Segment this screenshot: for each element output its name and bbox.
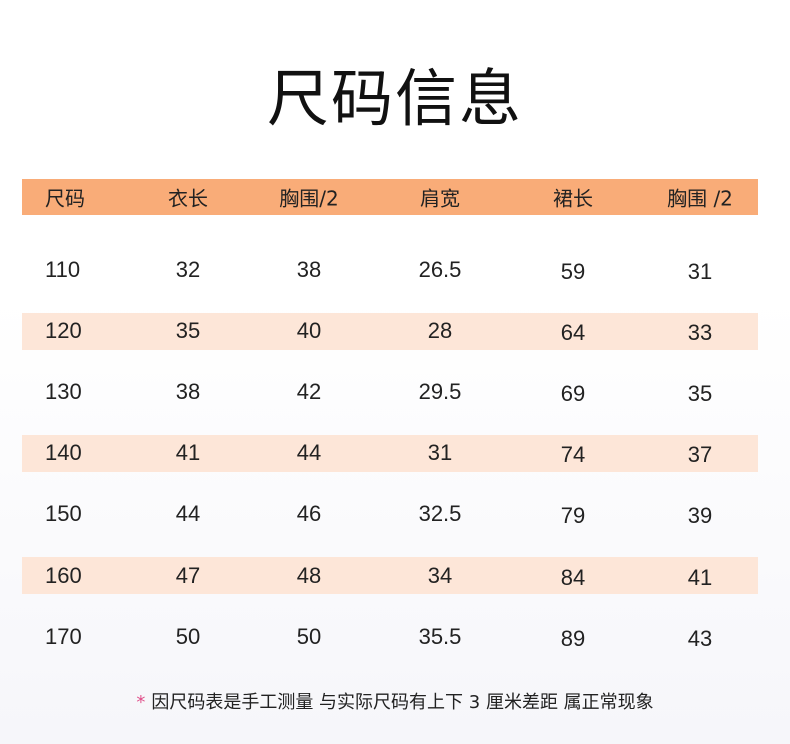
stripe-row xyxy=(22,313,758,350)
table-cell: 110 xyxy=(45,257,81,282)
table-cell: 120 xyxy=(45,318,82,343)
table-cell: 26.5 xyxy=(418,257,462,282)
table-cell: 33 xyxy=(687,320,713,345)
column-header: 胸围 /2 xyxy=(667,186,733,211)
table-cell: 150 xyxy=(45,501,82,526)
table-cell: 38 xyxy=(175,379,201,404)
column-header: 胸围/2 xyxy=(279,186,339,211)
column-header: 衣长 xyxy=(168,186,208,211)
table-cell: 69 xyxy=(560,381,586,406)
table-cell: 29.5 xyxy=(418,379,462,404)
table-cell: 41 xyxy=(687,565,713,590)
table-cell: 32 xyxy=(175,257,201,282)
table-cell: 79 xyxy=(560,503,586,528)
table-cell: 59 xyxy=(560,259,586,284)
table-cell: 130 xyxy=(45,379,82,404)
table-cell: 28 xyxy=(427,318,453,343)
table-cell: 170 xyxy=(45,624,82,649)
footnote-text: 因尺码表是手工测量 与实际尺码有上下 3 厘米差距 属正常现象 xyxy=(151,692,654,713)
table-cell: 48 xyxy=(296,563,322,588)
table-cell: 84 xyxy=(560,565,586,590)
table-cell: 38 xyxy=(296,257,322,282)
table-cell: 35 xyxy=(175,318,201,343)
table-cell: 140 xyxy=(45,440,82,465)
page-title: 尺码信息 xyxy=(266,62,523,135)
table-cell: 44 xyxy=(175,501,201,526)
table-header-band xyxy=(22,179,758,215)
footnote: * 因尺码表是手工测量 与实际尺码有上下 3 厘米差距 属正常现象 xyxy=(0,688,790,714)
table-cell: 39 xyxy=(687,503,713,528)
column-header: 肩宽 xyxy=(420,186,460,211)
table-cell: 42 xyxy=(296,379,322,404)
table-cell: 50 xyxy=(296,624,322,649)
table-cell: 44 xyxy=(296,440,322,465)
table-cell: 40 xyxy=(296,318,322,343)
column-header: 裙长 xyxy=(553,186,593,211)
table-cell: 37 xyxy=(687,442,713,467)
table-cell: 64 xyxy=(560,320,586,345)
table-cell: 31 xyxy=(687,259,713,284)
stripe-row xyxy=(22,435,758,472)
table-cell: 74 xyxy=(560,442,586,467)
table-cell: 34 xyxy=(427,563,453,588)
table-cell: 31 xyxy=(427,440,453,465)
table-cell: 41 xyxy=(175,440,201,465)
table-cell: 32.5 xyxy=(418,501,462,526)
table-cell: 35 xyxy=(687,381,713,406)
table-cell: 89 xyxy=(560,626,586,651)
column-header: 尺码 xyxy=(45,186,85,211)
asterisk: * xyxy=(136,692,146,713)
table-cell: 46 xyxy=(296,501,322,526)
table-cell: 43 xyxy=(687,626,713,651)
table-cell: 160 xyxy=(45,563,82,588)
table-cell: 50 xyxy=(175,624,201,649)
table-cell: 35.5 xyxy=(418,624,462,649)
stripe-row xyxy=(22,557,758,594)
table-cell: 47 xyxy=(175,563,201,588)
